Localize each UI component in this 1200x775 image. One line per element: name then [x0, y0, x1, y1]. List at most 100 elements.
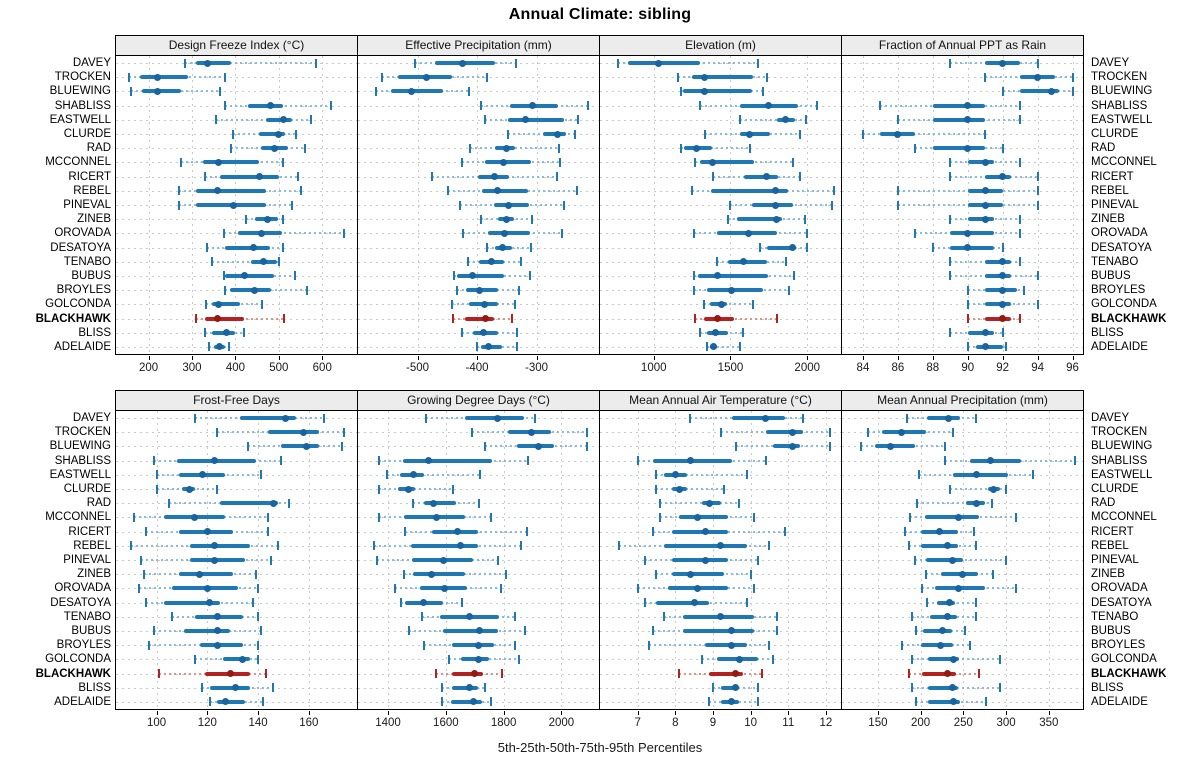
whisker-cap-p95: [517, 285, 520, 295]
x-axis-tick: [807, 356, 809, 360]
median-dot: [282, 414, 290, 422]
whisker-cap-p5: [693, 228, 696, 238]
whisker-cap-p5: [949, 58, 952, 68]
median-dot: [186, 485, 194, 493]
whisker-cap-p5: [459, 200, 462, 210]
iqr-bar: [720, 685, 740, 690]
median-dot: [717, 300, 725, 308]
site-label-left: BROYLES: [56, 639, 111, 652]
row-guide: [116, 219, 357, 221]
whisker-cap-p5: [153, 456, 156, 466]
site-label-left: REBEL: [73, 539, 111, 552]
whisker-cap-p5: [916, 498, 919, 508]
site-label-right: OROVADA: [1091, 227, 1148, 240]
site-label-right: TENABO: [1091, 610, 1139, 623]
whisker-cap-p95: [757, 555, 760, 565]
site-label-right: RICERT: [1091, 170, 1134, 183]
x-axis-tick: [1006, 711, 1008, 715]
iqr-bar: [967, 160, 994, 165]
x-axis-tick: [561, 711, 563, 715]
site-label-right: SHABLISS: [1091, 454, 1148, 467]
iqr-bar: [875, 444, 915, 449]
whisker-cap-p95: [514, 640, 517, 650]
median-dot: [408, 87, 416, 95]
whisker-cap-p5: [693, 314, 696, 324]
whisker-cap-p5: [155, 484, 158, 494]
whisker-cap-p95: [257, 612, 260, 622]
whisker-cap-p5: [421, 612, 424, 622]
whisker-cap-p5: [711, 683, 714, 693]
site-label-right: BLUEWING: [1091, 440, 1153, 453]
iqr-bar: [205, 316, 244, 321]
whisker-cap-p5: [140, 555, 143, 565]
panel-strip: Frost-Free Days: [115, 390, 358, 410]
whisker-cap-p5: [380, 72, 383, 82]
whisker-cap-p95: [984, 129, 987, 139]
whisker-cap-p95: [1074, 456, 1077, 466]
row-guide: [600, 247, 841, 249]
percentile-whisker: [211, 260, 279, 263]
whisker-cap-p95: [254, 569, 257, 579]
whisker-cap-p5: [915, 626, 918, 636]
whisker-cap-p5: [374, 86, 377, 96]
whisker-cap-p5: [483, 115, 486, 125]
median-dot: [263, 215, 271, 223]
iqr-bar: [923, 628, 953, 633]
whisker-cap-p5: [408, 626, 411, 636]
whisker-cap-p5: [132, 512, 135, 522]
whisker-cap-p95: [741, 328, 744, 338]
iqr-bar: [710, 188, 789, 193]
site-label-right: RICERT: [1091, 525, 1134, 538]
whisker-cap-p5: [704, 129, 707, 139]
whisker-cap-p5: [145, 527, 148, 537]
whisker-cap-p5: [378, 456, 381, 466]
percentile-whisker: [656, 488, 725, 491]
site-label-left: RAD: [86, 497, 111, 510]
iqr-bar: [698, 273, 769, 278]
median-dot: [693, 144, 701, 152]
iqr-bar: [985, 259, 1012, 264]
median-dot: [763, 173, 771, 181]
whisker-cap-p95: [802, 413, 805, 423]
whisker-cap-p95: [975, 413, 978, 423]
iqr-bar: [202, 160, 260, 165]
whisker-cap-p95: [272, 683, 275, 693]
whisker-cap-p95: [557, 143, 560, 153]
x-tick-label: 9: [709, 717, 717, 729]
iqr-bar: [736, 217, 782, 222]
whisker-cap-p5: [644, 598, 647, 608]
x-tick-label: 94: [1031, 362, 1044, 374]
percentile-whisker: [862, 133, 986, 136]
median-dot: [705, 499, 713, 507]
site-label-left: RICERT: [68, 525, 111, 538]
median-dot: [527, 428, 535, 436]
iqr-bar: [220, 174, 279, 179]
site-label-left: BLACKHAWK: [35, 312, 111, 325]
median-dot: [981, 158, 989, 166]
median-dot: [255, 173, 263, 181]
iqr-bar: [928, 657, 960, 662]
whisker-cap-p95: [757, 697, 760, 707]
whisker-cap-p5: [914, 228, 917, 238]
percentile-whisker: [223, 232, 344, 235]
site-label-right: TENABO: [1091, 255, 1139, 268]
whisker-cap-p95: [1036, 200, 1039, 210]
median-dot: [466, 613, 474, 621]
whisker-cap-p95: [530, 243, 533, 253]
whisker-cap-p5: [1001, 86, 1004, 96]
whisker-cap-p5: [966, 299, 969, 309]
site-label-right: MCCONNEL: [1091, 511, 1157, 524]
whisker-cap-p5: [210, 257, 213, 267]
x-axis-tick: [1072, 356, 1074, 360]
iqr-bar: [268, 430, 319, 435]
median-dot: [686, 570, 694, 578]
whisker-cap-p5: [377, 512, 380, 522]
median-dot: [214, 158, 222, 166]
iqr-bar: [457, 273, 505, 278]
whisker-cap-p5: [230, 143, 233, 153]
whisker-cap-p5: [195, 314, 198, 324]
site-label-right: DESATOYA: [1091, 241, 1152, 254]
whisker-cap-p5: [461, 328, 464, 338]
median-dot: [213, 613, 221, 621]
median-dot: [945, 414, 953, 422]
